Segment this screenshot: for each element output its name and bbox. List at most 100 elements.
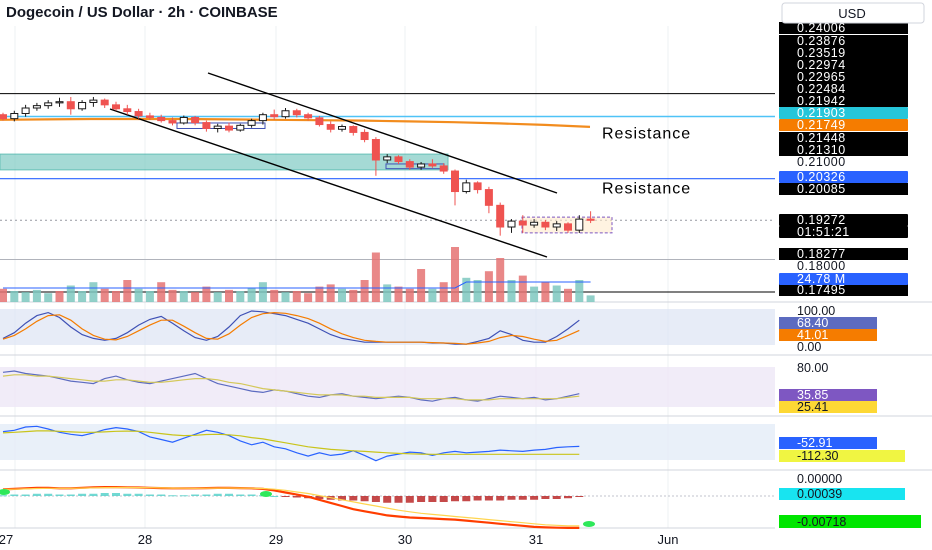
volume-bar [44, 293, 53, 302]
volume-bar [55, 291, 64, 302]
x-tick-label: 29 [269, 532, 283, 547]
macd-histogram-bar [541, 496, 550, 499]
macd-histogram-bar [78, 493, 87, 496]
candle-body [55, 101, 64, 104]
volume-bar [586, 295, 595, 302]
candle-body [10, 113, 19, 120]
volume-bar [32, 289, 41, 302]
candle-body [518, 220, 527, 226]
candle-body [44, 102, 53, 107]
candle-body [315, 117, 324, 126]
candle-body [145, 115, 154, 118]
macd-signal-bg [779, 515, 921, 528]
volume-bar [78, 291, 87, 302]
volume-bar [145, 291, 154, 302]
price-tick-bg [779, 95, 908, 107]
rsi-band [0, 367, 775, 407]
volume-bar [439, 282, 448, 302]
volume-bar [225, 289, 233, 302]
macd-histogram-bar [112, 493, 120, 496]
macd-histogram-bar [349, 496, 358, 501]
volume-bar [394, 286, 403, 302]
candle-body [349, 126, 358, 133]
x-tick-label: 30 [398, 532, 412, 547]
stoch-tick-top: 100.00 [797, 304, 835, 318]
macd-cross-dot [0, 489, 10, 495]
candle-body [168, 120, 177, 124]
volume-bar [112, 291, 120, 302]
macd-histogram-bar [507, 496, 516, 500]
channel-lower-line [109, 108, 548, 258]
price-tick-label: 0.23519 [797, 46, 846, 60]
volume-bar [179, 291, 188, 302]
demand-zone [0, 153, 449, 171]
macd-histogram-bar [32, 493, 41, 496]
price-label-text: 0.21903 [797, 106, 846, 120]
price-tick-bg [779, 35, 908, 47]
price-tick-label: 0.23876 [797, 34, 846, 48]
price-tick-bg [779, 47, 908, 59]
volume-bar [247, 287, 256, 302]
candle-body [586, 218, 595, 221]
candle-body [552, 223, 561, 228]
price-tick-bg [779, 71, 908, 83]
resistance-annotation: Resistance [602, 125, 691, 142]
macd-value-label: 0.00039 [797, 487, 842, 501]
candle-body [66, 101, 75, 110]
volume-bar [281, 292, 290, 302]
macd-histogram-bar [236, 494, 245, 496]
candle-body [202, 122, 211, 129]
macd-signal-line [2, 486, 580, 527]
stoch-k-bg [779, 317, 877, 329]
candle-body [157, 116, 166, 122]
stoch-d-bg [779, 329, 877, 341]
price-tick-bg [779, 248, 908, 260]
macd-histogram-bar [530, 496, 539, 500]
price-tick-label: 0.20085 [797, 182, 846, 196]
price-tick-bg [779, 22, 908, 34]
channel-upper-line [207, 72, 558, 194]
macd-histogram-bar [451, 496, 459, 502]
stoch-tick-bottom: 0.00 [797, 340, 821, 354]
candle-body [78, 101, 87, 110]
volume-bar [405, 288, 414, 302]
macd-tick: 0.00000 [797, 472, 842, 486]
macd-histogram-bar [564, 496, 572, 499]
rsi-value-bg [779, 389, 877, 401]
stoch-band [0, 309, 775, 345]
macd-value-bg [779, 488, 905, 500]
macd-histogram-bar [473, 496, 482, 501]
candle-body [575, 218, 584, 231]
candle-body [191, 116, 200, 124]
volume-bar [428, 288, 437, 302]
macd-histogram-bar [145, 494, 154, 496]
price-label-bg [779, 273, 908, 285]
stoch-rsi-k-line [2, 310, 580, 345]
macd-histogram-bar [518, 496, 527, 500]
volume-bar [473, 280, 482, 302]
volume-bar [564, 288, 572, 302]
candle-body [270, 114, 279, 118]
currency-button[interactable] [781, 2, 925, 24]
volume-bar [496, 258, 505, 302]
volume-bar [304, 293, 313, 302]
volume-bar [383, 284, 392, 302]
macd-histogram-bar [157, 494, 166, 496]
volume-bar [417, 269, 426, 302]
macd-histogram-bar [134, 493, 143, 496]
price-tick-label: 0.21942 [797, 94, 846, 108]
macd-histogram-bar [462, 496, 471, 502]
macd-histogram-bar [394, 496, 403, 503]
x-tick-label: 31 [529, 532, 543, 547]
macd-histogram-bar [123, 493, 132, 496]
rsi-signal-bg [779, 401, 877, 413]
candle-body [179, 116, 188, 124]
price-tick-bg [779, 183, 908, 195]
macd-histogram-bar [247, 494, 256, 496]
moving-average-line [0, 117, 591, 128]
macd-histogram-bar [89, 493, 98, 496]
candle-body [0, 114, 7, 120]
price-label-bg [779, 226, 908, 238]
